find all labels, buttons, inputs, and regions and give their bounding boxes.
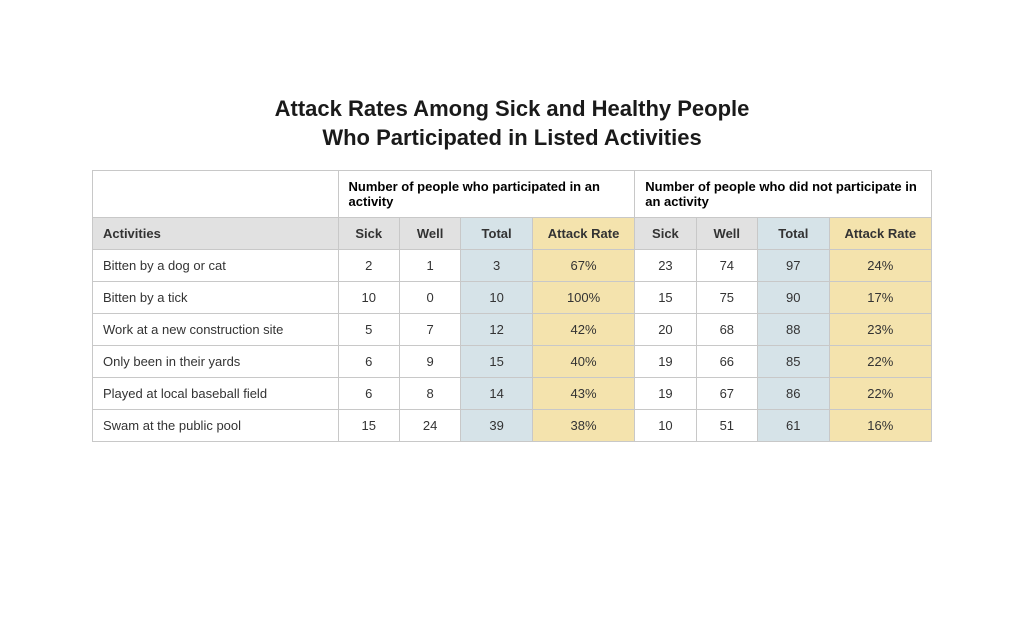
cell-sick-p: 6 xyxy=(338,378,399,410)
col-sick-np: Sick xyxy=(635,218,696,250)
activity-cell: Only been in their yards xyxy=(93,346,339,378)
cell-total-np: 86 xyxy=(757,378,829,410)
col-rate-p: Attack Rate xyxy=(532,218,634,250)
col-well-p: Well xyxy=(399,218,460,250)
cell-well-p: 9 xyxy=(399,346,460,378)
cell-rate-np: 17% xyxy=(829,282,931,314)
group-header-row: Number of people who participated in an … xyxy=(93,171,932,218)
col-well-np: Well xyxy=(696,218,757,250)
page-title: Attack Rates Among Sick and Healthy Peop… xyxy=(92,95,932,152)
cell-total-p: 10 xyxy=(461,282,533,314)
cell-rate-np: 22% xyxy=(829,346,931,378)
sub-header-row: Activities Sick Well Total Attack Rate S… xyxy=(93,218,932,250)
cell-rate-p: 100% xyxy=(532,282,634,314)
cell-rate-p: 40% xyxy=(532,346,634,378)
cell-rate-np: 23% xyxy=(829,314,931,346)
cell-sick-p: 6 xyxy=(338,346,399,378)
cell-total-p: 15 xyxy=(461,346,533,378)
cell-rate-p: 38% xyxy=(532,410,634,442)
table-body: Bitten by a dog or cat 2 1 3 67% 23 74 9… xyxy=(93,250,932,442)
activity-cell: Bitten by a tick xyxy=(93,282,339,314)
cell-sick-np: 19 xyxy=(635,378,696,410)
activity-cell: Work at a new construction site xyxy=(93,314,339,346)
cell-sick-p: 2 xyxy=(338,250,399,282)
table-row: Only been in their yards 6 9 15 40% 19 6… xyxy=(93,346,932,378)
activity-cell: Swam at the public pool xyxy=(93,410,339,442)
cell-total-p: 3 xyxy=(461,250,533,282)
table-row: Swam at the public pool 15 24 39 38% 10 … xyxy=(93,410,932,442)
cell-well-np: 51 xyxy=(696,410,757,442)
cell-total-p: 12 xyxy=(461,314,533,346)
cell-sick-np: 10 xyxy=(635,410,696,442)
cell-well-p: 8 xyxy=(399,378,460,410)
col-total-p: Total xyxy=(461,218,533,250)
title-line-1: Attack Rates Among Sick and Healthy Peop… xyxy=(275,96,750,121)
cell-total-np: 88 xyxy=(757,314,829,346)
cell-rate-np: 16% xyxy=(829,410,931,442)
col-total-np: Total xyxy=(757,218,829,250)
activity-cell: Played at local baseball field xyxy=(93,378,339,410)
cell-well-p: 7 xyxy=(399,314,460,346)
attack-rates-table: Number of people who participated in an … xyxy=(92,170,932,442)
cell-total-np: 85 xyxy=(757,346,829,378)
cell-total-np: 90 xyxy=(757,282,829,314)
cell-sick-np: 23 xyxy=(635,250,696,282)
cell-sick-np: 19 xyxy=(635,346,696,378)
title-line-2: Who Participated in Listed Activities xyxy=(322,125,701,150)
cell-rate-np: 24% xyxy=(829,250,931,282)
cell-well-p: 0 xyxy=(399,282,460,314)
cell-rate-p: 42% xyxy=(532,314,634,346)
col-sick-p: Sick xyxy=(338,218,399,250)
cell-sick-p: 15 xyxy=(338,410,399,442)
cell-sick-p: 10 xyxy=(338,282,399,314)
cell-total-p: 39 xyxy=(461,410,533,442)
cell-total-p: 14 xyxy=(461,378,533,410)
cell-sick-np: 15 xyxy=(635,282,696,314)
gold-corner-cell xyxy=(93,171,339,218)
table-row: Bitten by a tick 10 0 10 100% 15 75 90 1… xyxy=(93,282,932,314)
table-row: Bitten by a dog or cat 2 1 3 67% 23 74 9… xyxy=(93,250,932,282)
cell-well-p: 1 xyxy=(399,250,460,282)
table-row: Played at local baseball field 6 8 14 43… xyxy=(93,378,932,410)
table-container: Attack Rates Among Sick and Healthy Peop… xyxy=(92,95,932,442)
cell-rate-p: 43% xyxy=(532,378,634,410)
cell-total-np: 97 xyxy=(757,250,829,282)
cell-well-np: 68 xyxy=(696,314,757,346)
cell-sick-np: 20 xyxy=(635,314,696,346)
col-activities: Activities xyxy=(93,218,339,250)
activity-cell: Bitten by a dog or cat xyxy=(93,250,339,282)
cell-well-np: 66 xyxy=(696,346,757,378)
cell-total-np: 61 xyxy=(757,410,829,442)
cell-well-p: 24 xyxy=(399,410,460,442)
group-header-participated: Number of people who participated in an … xyxy=(338,171,635,218)
col-rate-np: Attack Rate xyxy=(829,218,931,250)
table-row: Work at a new construction site 5 7 12 4… xyxy=(93,314,932,346)
cell-rate-p: 67% xyxy=(532,250,634,282)
cell-well-np: 74 xyxy=(696,250,757,282)
group-header-not-participated: Number of people who did not participate… xyxy=(635,171,932,218)
cell-well-np: 67 xyxy=(696,378,757,410)
cell-well-np: 75 xyxy=(696,282,757,314)
cell-sick-p: 5 xyxy=(338,314,399,346)
cell-rate-np: 22% xyxy=(829,378,931,410)
